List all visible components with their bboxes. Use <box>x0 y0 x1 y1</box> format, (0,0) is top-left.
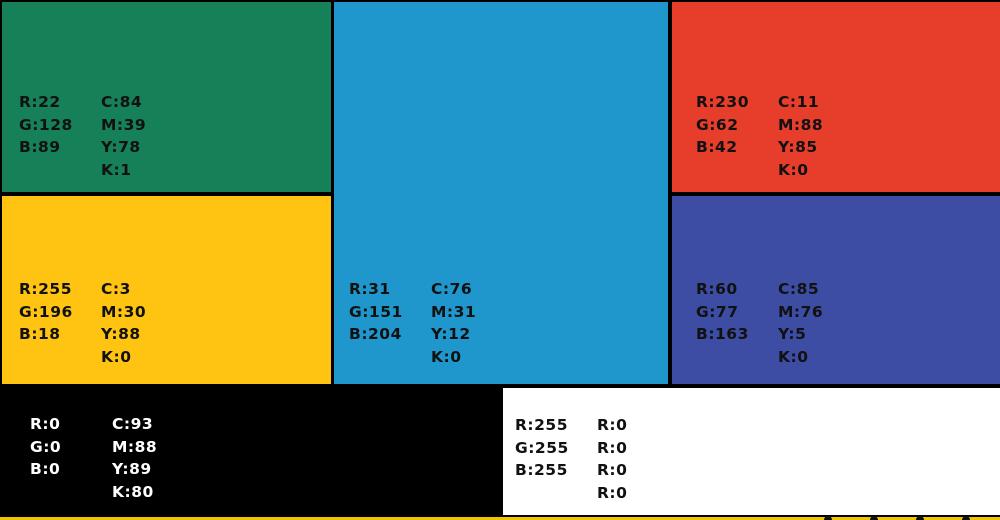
yellow-k: K:0 <box>101 347 132 366</box>
bottom-accent-strip <box>0 517 1000 520</box>
red-cmyk-values: C:11 M:88 Y:85 K:0 <box>778 91 838 181</box>
swatch-black: R:0 G:0 B:0 C:93 M:88 Y:89 K:80 <box>0 386 500 517</box>
indigo-m: M:76 <box>778 302 824 321</box>
white-y: R:0 <box>597 461 628 479</box>
white-cmyk-values: R:0 R:0 R:0 R:0 <box>597 414 657 504</box>
bottom-dots <box>824 516 970 520</box>
black-m: M:88 <box>112 437 158 456</box>
black-b: B:0 <box>30 460 61 478</box>
red-m: M:88 <box>778 115 824 134</box>
indigo-cmyk-values: C:85 M:76 Y:5 K:0 <box>778 278 838 368</box>
red-k: K:0 <box>778 160 809 179</box>
indigo-c: C:85 <box>778 280 820 298</box>
blue-b: B:204 <box>349 325 402 343</box>
green-y: Y:78 <box>101 138 141 156</box>
white-c: R:0 <box>597 416 628 434</box>
indigo-k: K:0 <box>778 347 809 366</box>
indigo-g: G:77 <box>696 302 739 321</box>
black-g: G:0 <box>30 437 62 456</box>
swatch-white: R:255 G:255 B:255 R:0 R:0 R:0 R:0 <box>503 388 1000 515</box>
green-m: M:39 <box>101 115 147 134</box>
yellow-codes: R:255 G:196 B:18 C:3 M:30 Y:88 K:0 <box>19 278 161 368</box>
black-y: Y:89 <box>112 460 152 478</box>
red-c: C:11 <box>778 93 820 111</box>
yellow-r: R:255 <box>19 280 72 298</box>
indigo-codes: R:60 G:77 B:163 C:85 M:76 Y:5 K:0 <box>696 278 838 368</box>
green-k: K:1 <box>101 160 132 179</box>
green-g: G:128 <box>19 115 73 134</box>
yellow-b: B:18 <box>19 325 61 343</box>
dot-mark <box>962 516 970 520</box>
red-r: R:230 <box>696 93 749 111</box>
green-r: R:22 <box>19 93 61 111</box>
blue-y: Y:12 <box>431 325 471 343</box>
white-rgb-values: R:255 G:255 B:255 <box>515 414 575 504</box>
indigo-y: Y:5 <box>778 325 807 343</box>
indigo-rgb-values: R:60 G:77 B:163 <box>696 278 756 368</box>
swatch-green: R:22 G:128 B:89 C:84 M:39 Y:78 K:1 <box>2 2 331 192</box>
green-rgb-values: R:22 G:128 B:89 <box>19 91 79 181</box>
yellow-m: M:30 <box>101 302 147 321</box>
red-b: B:42 <box>696 138 738 156</box>
red-y: Y:85 <box>778 138 818 156</box>
green-codes: R:22 G:128 B:89 C:84 M:39 Y:78 K:1 <box>19 91 161 181</box>
red-g: G:62 <box>696 115 739 134</box>
red-rgb-values: R:230 G:62 B:42 <box>696 91 756 181</box>
blue-rgb-values: R:31 G:151 B:204 <box>349 278 409 368</box>
yellow-c: C:3 <box>101 280 131 298</box>
swatch-yellow: R:255 G:196 B:18 C:3 M:30 Y:88 K:0 <box>2 196 331 384</box>
blue-m: M:31 <box>431 302 477 321</box>
blue-c: C:76 <box>431 280 473 298</box>
black-c: C:93 <box>112 415 154 433</box>
green-c: C:84 <box>101 93 143 111</box>
blue-r: R:31 <box>349 280 391 298</box>
blue-g: G:151 <box>349 302 403 321</box>
black-cmyk-values: C:93 M:88 Y:89 K:80 <box>112 413 172 503</box>
green-cmyk-values: C:84 M:39 Y:78 K:1 <box>101 91 161 181</box>
black-r: R:0 <box>30 415 61 433</box>
yellow-cmyk-values: C:3 M:30 Y:88 K:0 <box>101 278 161 368</box>
swatch-red: R:230 G:62 B:42 C:11 M:88 Y:85 K:0 <box>672 2 1000 192</box>
white-g: G:255 <box>515 438 569 457</box>
black-k: K:80 <box>112 482 154 501</box>
yellow-g: G:196 <box>19 302 73 321</box>
swatch-blue: R:31 G:151 B:204 C:76 M:31 Y:12 K:0 <box>334 2 668 384</box>
yellow-rgb-values: R:255 G:196 B:18 <box>19 278 79 368</box>
white-r: R:255 <box>515 416 568 434</box>
yellow-y: Y:88 <box>101 325 141 343</box>
black-rgb-values: R:0 G:0 B:0 <box>30 413 90 503</box>
blue-k: K:0 <box>431 347 462 366</box>
green-b: B:89 <box>19 138 61 156</box>
white-codes: R:255 G:255 B:255 R:0 R:0 R:0 R:0 <box>515 414 657 504</box>
red-codes: R:230 G:62 B:42 C:11 M:88 Y:85 K:0 <box>696 91 838 181</box>
white-k: R:0 <box>597 483 628 502</box>
blue-cmyk-values: C:76 M:31 Y:12 K:0 <box>431 278 491 368</box>
indigo-r: R:60 <box>696 280 738 298</box>
dot-mark <box>870 516 878 520</box>
dot-mark <box>916 516 924 520</box>
indigo-b: B:163 <box>696 325 749 343</box>
white-b: B:255 <box>515 461 568 479</box>
dot-mark <box>824 516 832 520</box>
blue-codes: R:31 G:151 B:204 C:76 M:31 Y:12 K:0 <box>349 278 491 368</box>
black-codes: R:0 G:0 B:0 C:93 M:88 Y:89 K:80 <box>30 413 172 503</box>
white-m: R:0 <box>597 438 628 457</box>
swatch-indigo: R:60 G:77 B:163 C:85 M:76 Y:5 K:0 <box>672 196 1000 384</box>
